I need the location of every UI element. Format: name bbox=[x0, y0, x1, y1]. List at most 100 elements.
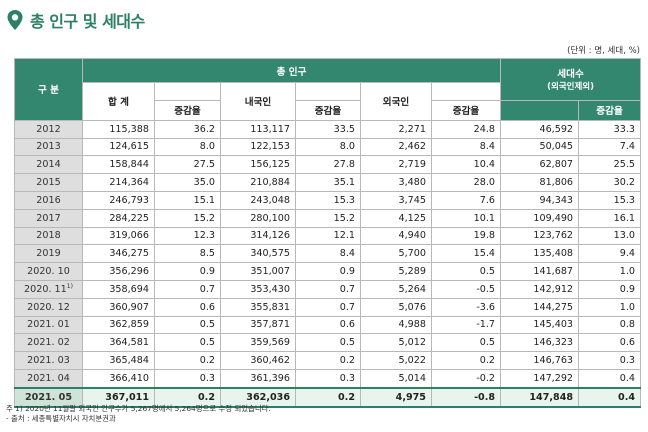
cell-kor: 314,126 bbox=[220, 226, 296, 246]
cell-hh: 145,403 bbox=[500, 315, 580, 335]
table-row: 2017 284,225 15.2 280,100 15.2 4,125 10.1 109,4… bbox=[14, 208, 642, 228]
table-row: 2021. 05 367,011 0.2 362,036 0.2 4,975 -0.8 147… bbox=[14, 386, 642, 408]
header-category: 구 분 bbox=[14, 58, 83, 121]
row-period-label: 2020. 10 bbox=[27, 266, 70, 278]
cell-total: 362,859 bbox=[82, 315, 155, 335]
cell-hh: 146,763 bbox=[500, 351, 580, 370]
table-row: 2012 115,388 36.2 113,117 33.5 2,271 24.8 46,59… bbox=[14, 119, 642, 139]
cell-total: 356,296 bbox=[82, 262, 155, 281]
cell-kor: 357,871 bbox=[220, 315, 296, 335]
cell-kor-rate: 0.2 bbox=[295, 351, 361, 370]
cell-total: 284,225 bbox=[82, 208, 155, 228]
cell-kor: 280,100 bbox=[220, 208, 296, 228]
table-row: 2019 346,275 8.5 340,575 8.4 5,700 15.4 135,408… bbox=[14, 244, 642, 264]
cell-hh: 46,592 bbox=[500, 119, 580, 139]
cell-hh-rate: 0.8 bbox=[578, 315, 642, 335]
row-period: 2015 bbox=[14, 173, 83, 192]
cell-total: 346,275 bbox=[82, 244, 155, 264]
row-period-label: 2021. 05 bbox=[24, 391, 73, 403]
cell-hh-rate: 0.4 bbox=[578, 386, 642, 408]
cell-for: 4,940 bbox=[360, 226, 432, 246]
cell-for-rate: 0.5 bbox=[430, 333, 502, 353]
header-total-spacer bbox=[154, 82, 221, 101]
cell-hh: 109,490 bbox=[500, 208, 580, 228]
cell-for-rate: 19.8 bbox=[430, 226, 502, 246]
cell-total-rate: 0.5 bbox=[154, 315, 221, 335]
cell-hh-rate: 15.3 bbox=[578, 190, 642, 210]
cell-hh-rate: 13.0 bbox=[578, 226, 642, 246]
row-period: 2021. 04 bbox=[14, 368, 83, 389]
cell-kor: 340,575 bbox=[220, 244, 296, 264]
cell-total-rate: 8.0 bbox=[154, 137, 221, 157]
cell-hh-rate: 0.4 bbox=[578, 368, 642, 389]
row-period: 2018 bbox=[14, 226, 83, 246]
cell-for: 3,480 bbox=[360, 173, 432, 192]
cell-hh-rate: 1.0 bbox=[578, 262, 642, 281]
cell-total-rate: 8.5 bbox=[154, 244, 221, 264]
table-row: 2021. 04 366,410 0.3 361,396 0.3 5,014 -0.2 147… bbox=[14, 368, 642, 389]
table-row: 2021. 02 364,581 0.5 359,569 0.5 5,012 0.5 146,… bbox=[14, 333, 642, 353]
cell-hh: 147,292 bbox=[500, 368, 580, 389]
cell-for: 2,271 bbox=[360, 119, 432, 139]
cell-total-rate: 15.1 bbox=[154, 190, 221, 210]
cell-hh: 144,275 bbox=[500, 297, 580, 317]
cell-hh: 50,045 bbox=[500, 137, 580, 157]
cell-kor: 113,117 bbox=[220, 119, 296, 139]
cell-total-rate: 0.6 bbox=[154, 297, 221, 317]
cell-total: 319,066 bbox=[82, 226, 155, 246]
cell-total-rate: 27.5 bbox=[154, 155, 221, 175]
cell-hh: 147,848 bbox=[500, 386, 580, 408]
header-households-rate: 증감율 bbox=[578, 99, 642, 121]
cell-total-rate: 0.2 bbox=[154, 386, 221, 408]
cell-kor-rate: 15.2 bbox=[295, 208, 361, 228]
row-period: 2012 bbox=[14, 119, 83, 139]
cell-kor-rate: 8.0 bbox=[295, 137, 361, 157]
cell-hh: 94,343 bbox=[500, 190, 580, 210]
row-period-label: 2012 bbox=[36, 123, 61, 135]
source-note: - 출처 : 세종특별자치시 자치분권과 bbox=[6, 414, 116, 423]
cell-total: 115,388 bbox=[82, 119, 155, 139]
cell-total-rate: 35.0 bbox=[154, 173, 221, 192]
row-period-label: 2021. 03 bbox=[27, 355, 70, 367]
page-title: 총 인구 및 세대수 bbox=[30, 12, 145, 31]
row-period: 2021. 03 bbox=[14, 351, 83, 370]
cell-for-rate: 28.0 bbox=[430, 173, 502, 192]
header-korean: 내국인 bbox=[220, 82, 296, 121]
row-period: 2017 bbox=[14, 208, 83, 228]
cell-total-rate: 36.2 bbox=[154, 119, 221, 139]
cell-hh: 123,762 bbox=[500, 226, 580, 246]
table-row: 2015 214,364 35.0 210,884 35.1 3,480 28.0 81,80… bbox=[14, 173, 642, 192]
footnote: 주 1) 2020년 11월말 외국인 인구수가 5,267명에서 5,264명… bbox=[6, 404, 271, 413]
cell-kor-rate: 12.1 bbox=[295, 226, 361, 246]
cell-kor: 362,036 bbox=[220, 386, 296, 408]
cell-for: 2,719 bbox=[360, 155, 432, 175]
cell-for: 5,289 bbox=[360, 262, 432, 281]
cell-total-rate: 0.7 bbox=[154, 279, 221, 299]
cell-kor-rate: 8.4 bbox=[295, 244, 361, 264]
cell-kor-rate: 0.3 bbox=[295, 368, 361, 389]
table-row: 2016 246,793 15.1 243,048 15.3 3,745 7.6 94,343… bbox=[14, 190, 642, 210]
cell-total: 358,694 bbox=[82, 279, 155, 299]
cell-for: 3,745 bbox=[360, 190, 432, 210]
cell-kor: 361,396 bbox=[220, 368, 296, 389]
header-households-label: 세대수 bbox=[557, 69, 584, 81]
cell-total: 246,793 bbox=[82, 190, 155, 210]
header-total-population: 총 인구 bbox=[81, 58, 502, 83]
cell-kor-rate: 0.5 bbox=[295, 333, 361, 353]
row-period-label: 2021. 01 bbox=[27, 319, 70, 331]
cell-kor: 359,569 bbox=[220, 333, 296, 353]
notes: 주 1) 2020년 11월말 외국인 인구수가 5,267명에서 5,264명… bbox=[6, 404, 271, 424]
table-row: 2020. 12 360,907 0.6 355,831 0.7 5,076 -3.6 144… bbox=[14, 297, 642, 317]
cell-total: 365,484 bbox=[82, 351, 155, 370]
header-total-rate: 증감율 bbox=[154, 99, 221, 121]
cell-hh-rate: 30.2 bbox=[578, 173, 642, 192]
cell-kor: 243,048 bbox=[220, 190, 296, 210]
cell-hh: 146,323 bbox=[500, 333, 580, 353]
header-korean-rate: 증감율 bbox=[295, 99, 361, 121]
cell-kor-rate: 33.5 bbox=[295, 119, 361, 139]
row-period: 2013 bbox=[14, 137, 83, 157]
cell-for: 5,014 bbox=[360, 368, 432, 389]
row-period: 2020. 12 bbox=[14, 297, 83, 317]
table-row: 2021. 01 362,859 0.5 357,871 0.6 4,988 -1.7 145… bbox=[14, 315, 642, 335]
cell-for-rate: -0.5 bbox=[430, 279, 502, 299]
